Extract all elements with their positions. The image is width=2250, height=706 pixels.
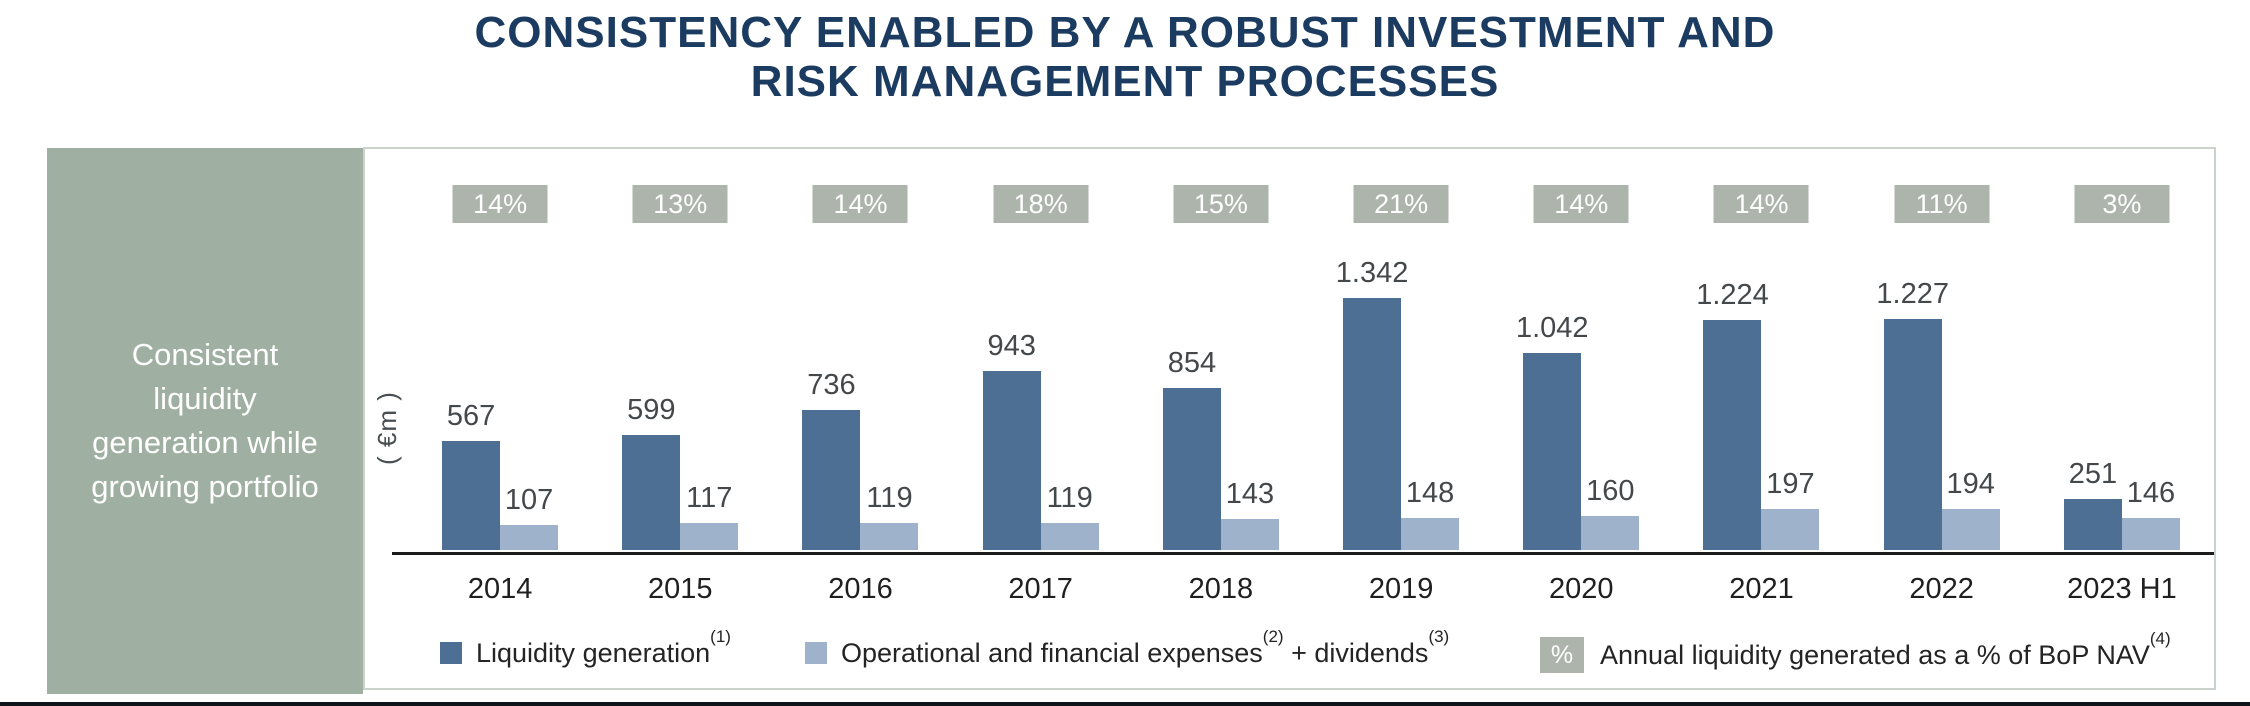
expenses-dividends-bar [1220, 519, 1279, 550]
x-axis-tick-label: 2019 [1368, 573, 1434, 605]
liquidity-generation-bar [442, 441, 501, 550]
expenses-dividends-bar [1581, 516, 1640, 550]
x-axis-tick-label: 2014 [467, 573, 533, 605]
bar-group-2015: 13% 599 117 2015 [590, 149, 770, 688]
expenses-dividends-value: 197 [1766, 468, 1815, 500]
percentage-badge: 14% [1533, 185, 1629, 223]
percentage-badge: 14% [812, 185, 908, 223]
percentage-badge: 18% [993, 185, 1089, 223]
bar-group-2022: 11% 1.227 194 2022 [1852, 149, 2032, 688]
expenses-dividends-value: 119 [866, 482, 913, 514]
liquidity-generation-bar [982, 371, 1041, 550]
liquidity-generation-value: 251 [2068, 458, 2118, 490]
expenses-dividends-value: 107 [504, 484, 554, 516]
liquidity-generation-value: 736 [807, 369, 856, 401]
legend-swatch-dark-blue-icon [440, 642, 462, 664]
bar-group-2018: 15% 854 143 2018 [1131, 149, 1311, 688]
key-message-text: Consistent liquidity generation while gr… [91, 336, 319, 505]
legend-item-liquidity-generation: Liquidity generation(1) [440, 627, 731, 669]
bar-group-2017: 18% 943 119 2017 [951, 149, 1131, 688]
x-axis-tick-label: 2016 [828, 573, 893, 605]
legend-item-expenses-dividends: Operational and financial expenses(2) + … [805, 627, 1450, 669]
x-axis-tick-label: 2017 [1008, 573, 1073, 605]
percentage-badge: 21% [1353, 185, 1449, 223]
percentage-badge: 14% [452, 185, 548, 223]
bar-group-2019: 21% 1.342 148 2019 [1311, 149, 1491, 688]
expenses-dividends-value: 148 [1405, 477, 1455, 509]
liquidity-generation-value: 1.224 [1696, 279, 1769, 311]
x-axis-tick-label: 2015 [648, 573, 713, 605]
bar-group-2014: 14% 567 107 2014 [410, 149, 590, 688]
liquidity-generation-bar [1883, 319, 1942, 550]
bar-group-2021: 14% 1.224 197 2021 [1671, 149, 1851, 688]
liquidity-generation-bar [1162, 388, 1221, 550]
expenses-dividends-value: 143 [1225, 478, 1275, 510]
liquidity-generation-value: 943 [987, 330, 1036, 362]
key-message-panel: Consistent liquidity generation while gr… [47, 148, 363, 694]
x-axis-tick-label: 2021 [1729, 573, 1794, 605]
chart-panel: ( €m ) 14% 567 107 2014 13% 599 117 2015 14% 736 1… [363, 147, 2216, 690]
x-axis-line [392, 552, 2214, 555]
chart-legend: Liquidity generation(1) Operational and … [365, 627, 2214, 681]
liquidity-generation-bar [802, 410, 861, 550]
legend-label: Operational and financial expenses(2) + … [841, 627, 1450, 668]
liquidity-generation-bar [1343, 298, 1402, 550]
bar-group-2016: 14% 736 119 2016 [770, 149, 950, 688]
liquidity-generation-value: 1.042 [1515, 312, 1589, 344]
percentage-badge: 15% [1173, 185, 1269, 223]
page-title-line1: CONSISTENCY ENABLED BY A ROBUST INVESTME… [474, 8, 1776, 57]
expenses-dividends-bar [680, 523, 739, 550]
liquidity-generation-value: 599 [627, 394, 676, 426]
expenses-dividends-bar [1941, 509, 2000, 550]
percentage-badge: 14% [1713, 185, 1809, 223]
expenses-dividends-value: 194 [1946, 468, 1995, 500]
expenses-dividends-value: 146 [2126, 477, 2176, 509]
legend-swatch-light-blue-icon [805, 642, 827, 664]
x-axis-tick-label: 2023 H1 [2067, 573, 2177, 605]
liquidity-generation-bar [622, 435, 681, 550]
percentage-badge: 3% [2074, 185, 2170, 223]
liquidity-generation-bar [1523, 353, 1582, 550]
percentage-badge: 11% [1894, 185, 1990, 223]
liquidity-generation-value: 1.227 [1876, 278, 1949, 310]
liquidity-generation-value: 854 [1167, 347, 1217, 379]
expenses-dividends-bar [1040, 523, 1099, 550]
expenses-dividends-bar [2121, 518, 2180, 550]
liquidity-generation-value: 1.342 [1335, 257, 1409, 289]
expenses-dividends-value: 160 [1586, 475, 1635, 507]
expenses-dividends-value: 119 [1046, 482, 1093, 514]
page-title-line2: RISK MANAGEMENT PROCESSES [750, 57, 1500, 107]
liquidity-generation-bar [1703, 320, 1762, 550]
bar-group-2020: 14% 1.042 160 2020 [1491, 149, 1671, 688]
bar-group-2023-h1: 3% 251 146 2023 H1 [2032, 149, 2212, 688]
liquidity-generation-value: 567 [446, 400, 496, 432]
expenses-dividends-bar [860, 523, 919, 550]
legend-percent-badge-icon: % [1540, 637, 1584, 673]
legend-item-liquidity-percentage: % Annual liquidity generated as a % of B… [1540, 629, 2171, 673]
expenses-dividends-bar [1761, 509, 1820, 550]
legend-label: Annual liquidity generated as a % of BoP… [1600, 629, 2171, 670]
expenses-dividends-bar [500, 525, 559, 550]
x-axis-tick-label: 2020 [1549, 573, 1614, 605]
x-axis-tick-label: 2018 [1188, 573, 1254, 605]
expenses-dividends-bar [1401, 518, 1460, 550]
page-title: CONSISTENCY ENABLED BY A ROBUST INVESTME… [0, 8, 2250, 107]
liquidity-generation-bar [2063, 499, 2122, 550]
percentage-badge: 13% [632, 185, 728, 223]
footer-divider [0, 702, 2250, 706]
expenses-dividends-value: 117 [686, 482, 733, 514]
x-axis-tick-label: 2022 [1909, 573, 1974, 605]
bar-chart: 14% 567 107 2014 13% 599 117 2015 14% 736 119 2016 1… [410, 149, 2212, 688]
legend-label: Liquidity generation(1) [476, 627, 731, 668]
